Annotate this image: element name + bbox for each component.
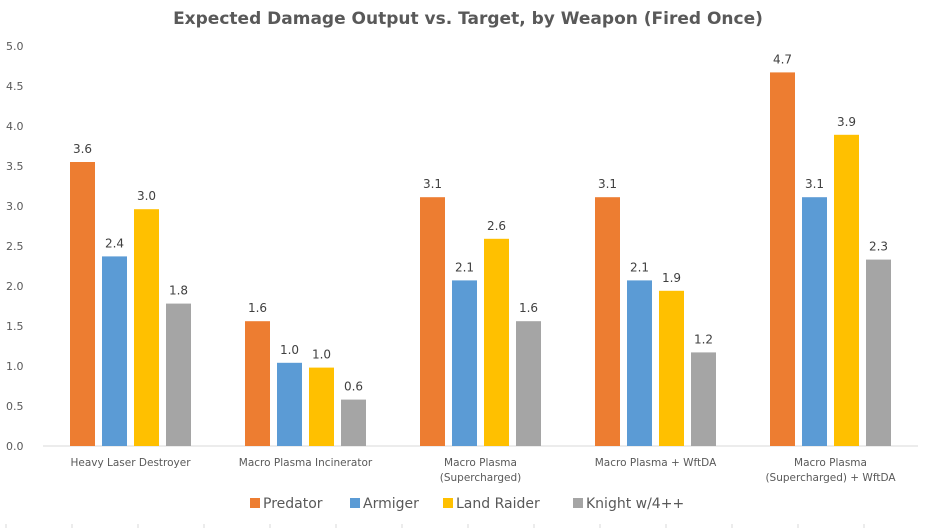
- legend-item: Land Raider: [443, 496, 540, 512]
- data-label: 2.1: [455, 260, 474, 274]
- legend-label: Knight w/4++: [586, 496, 684, 512]
- legend-swatch: [250, 498, 260, 508]
- y-tick-label: 2.0: [6, 280, 24, 293]
- y-tick-label: 0.0: [6, 440, 24, 453]
- x-category-label: Heavy Laser Destroyer: [70, 457, 191, 469]
- y-tick-label: 4.0: [6, 120, 24, 133]
- bottom-tick-marks: [5, 524, 865, 528]
- y-tick-label: 0.5: [6, 400, 24, 413]
- x-category-label: Macro Plasma: [444, 457, 517, 469]
- data-label: 3.0: [137, 189, 156, 203]
- bar-land-raider-2: [484, 238, 509, 446]
- bar-predator-3: [595, 197, 620, 446]
- y-tick-label: 2.5: [6, 240, 24, 253]
- data-label: 3.1: [598, 177, 617, 191]
- legend-swatch: [573, 498, 583, 508]
- y-tick-label: 5.0: [6, 40, 24, 53]
- y-axis: 0.0 0.5 1.0 1.5 2.0 2.5 3.0 3.5 4.0 4.5 5.0: [6, 40, 24, 453]
- bar-armiger-2: [452, 280, 477, 446]
- bar-armiger-1: [277, 362, 302, 446]
- legend-swatch: [350, 498, 360, 508]
- data-label: 2.1: [630, 260, 649, 274]
- data-label: 2.6: [487, 219, 506, 233]
- bars: [70, 72, 891, 447]
- bar-knight-w-4--0: [166, 303, 191, 446]
- data-labels: 3.6 1.6 3.1 3.1 4.7 2.4 1.0 2.1 2.1 3.1 3.0 1.0 2.6 1…: [73, 52, 888, 393]
- legend-item: Armiger: [350, 496, 419, 512]
- bar-predator-2: [420, 197, 445, 446]
- data-label: 1.2: [694, 332, 713, 346]
- x-category-label: (Supercharged) + WftDA: [765, 472, 896, 484]
- data-label: 4.7: [773, 52, 792, 66]
- bar-land-raider-0: [134, 209, 159, 446]
- x-category-label: Macro Plasma + WftDA: [595, 457, 717, 469]
- data-label: 3.1: [805, 177, 824, 191]
- bar-land-raider-1: [309, 367, 334, 446]
- bar-land-raider-3: [659, 290, 684, 446]
- data-label: 1.9: [662, 271, 681, 285]
- x-axis: Heavy Laser Destroyer Macro Plasma Incine…: [70, 457, 896, 484]
- y-tick-label: 3.5: [6, 160, 24, 173]
- bar-knight-w-4--2: [516, 321, 541, 446]
- data-label: 3.6: [73, 142, 92, 156]
- legend-label: Land Raider: [456, 496, 540, 512]
- y-tick-label: 3.0: [6, 200, 24, 213]
- y-tick-label: 1.0: [6, 360, 24, 373]
- y-tick-label: 4.5: [6, 80, 24, 93]
- data-label: 3.1: [423, 177, 442, 191]
- legend-swatch: [443, 498, 453, 508]
- data-label: 2.3: [869, 240, 888, 254]
- bar-predator-0: [70, 162, 95, 446]
- legend-item: Knight w/4++: [573, 496, 684, 512]
- legend-label: Armiger: [363, 496, 419, 512]
- bar-knight-w-4--4: [866, 259, 891, 446]
- legend-label: Predator: [263, 496, 323, 512]
- x-category-label: Macro Plasma Incinerator: [239, 457, 373, 469]
- bar-knight-w-4--1: [341, 399, 366, 446]
- bar-armiger-0: [102, 256, 127, 446]
- bar-knight-w-4--3: [691, 352, 716, 446]
- bar-armiger-4: [802, 197, 827, 446]
- bar-land-raider-4: [834, 134, 859, 447]
- data-label: 0.6: [344, 380, 363, 394]
- bar-predator-1: [245, 321, 270, 446]
- x-category-label: (Supercharged): [440, 472, 522, 484]
- data-label: 1.0: [280, 343, 299, 357]
- data-label: 1.8: [169, 284, 188, 298]
- y-tick-label: 1.5: [6, 320, 24, 333]
- chart-title: Expected Damage Output vs. Target, by We…: [173, 9, 763, 29]
- data-label: 1.6: [248, 301, 267, 315]
- legend-item: Predator: [250, 496, 323, 512]
- bar-armiger-3: [627, 280, 652, 446]
- data-label: 3.9: [837, 115, 856, 129]
- x-category-label: Macro Plasma: [794, 457, 867, 469]
- data-label: 1.0: [312, 348, 331, 362]
- data-label: 1.6: [519, 301, 538, 315]
- data-label: 2.4: [105, 236, 124, 250]
- bar-predator-4: [770, 72, 795, 447]
- legend: Predator Armiger Land Raider Knight w/4++: [250, 496, 684, 512]
